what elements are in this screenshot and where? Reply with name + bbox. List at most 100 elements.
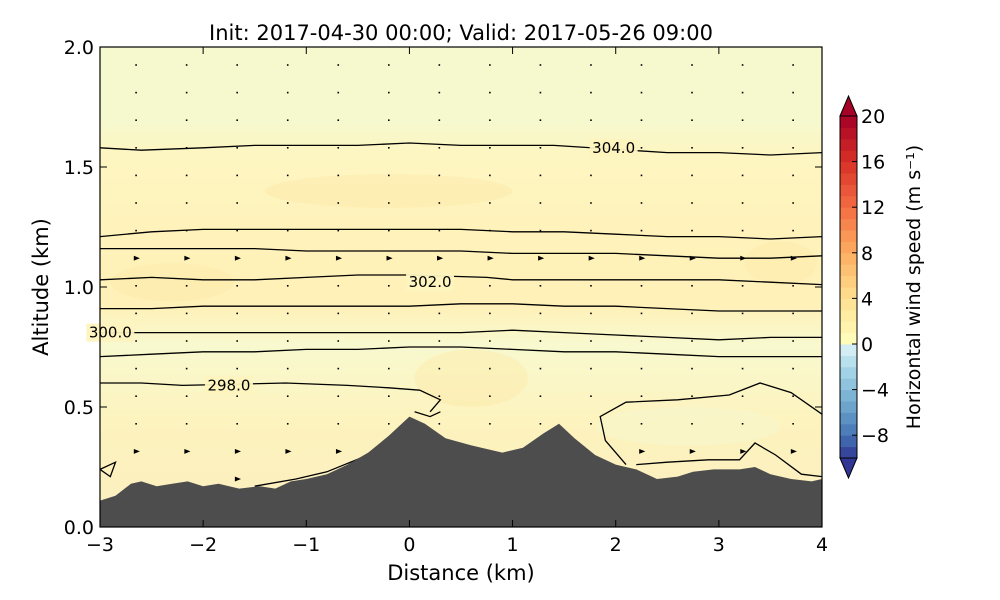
colorbar-segment [840, 252, 857, 265]
colorbar-segment [840, 412, 857, 425]
colorbar-frame [839, 115, 858, 459]
y-tick-label: 2.0 [64, 37, 94, 59]
colorbar-tick-label: 4 [861, 288, 873, 310]
colorbar-segment [840, 344, 857, 356]
contour-label-gap [86, 323, 135, 342]
theta-contour-line [100, 346, 822, 358]
wind-field-patch [595, 407, 781, 446]
colorbar-segment [840, 401, 857, 413]
wind-vector [538, 255, 545, 261]
colorbar-segment [840, 184, 857, 197]
colorbar-segment [840, 321, 857, 334]
contour-label: 298.0 [207, 376, 250, 394]
colorbar-tick-label: 20 [861, 106, 885, 128]
colorbar-segment [840, 275, 857, 288]
colorbar-extend-top [839, 94, 858, 117]
colorbar-segment [840, 378, 857, 391]
wind-field-patches [110, 174, 817, 446]
y-tick-label: 0.0 [64, 517, 94, 539]
theta-contour-line [414, 411, 441, 418]
x-tick-label: 1 [507, 534, 519, 556]
colorbar-tick-label: 0 [861, 334, 873, 356]
colorbar: −8 −4 0 4 8 12 16 20 [839, 94, 889, 480]
plot-area [100, 47, 822, 527]
theta-contour-line [254, 454, 369, 487]
x-tick-label: −3 [86, 534, 114, 556]
colorbar-segment [840, 207, 857, 220]
colorbar-segment [840, 366, 857, 379]
colorbar-segment [840, 241, 857, 254]
wind-vector [285, 448, 292, 454]
colorbar-segment [840, 138, 857, 151]
wind-field-patch [414, 349, 529, 408]
colorbar-tick-label: 16 [861, 152, 885, 174]
theta-contour-line [100, 228, 822, 240]
wind-vector [184, 255, 191, 261]
theta-contour-line [100, 382, 442, 413]
contour-label-gap [204, 376, 253, 395]
y-axis-label: Altitude (km) [29, 218, 53, 356]
colorbar-segment [840, 309, 857, 322]
wind-vector [133, 255, 140, 261]
theta-contour-line [100, 274, 822, 286]
colorbar-segment [840, 173, 857, 185]
wind-vector [437, 255, 444, 261]
colorbar-tick-label: 12 [861, 197, 885, 219]
wind-vector [588, 255, 595, 261]
colorbar-segment [840, 230, 857, 242]
colorbar-segment [840, 161, 857, 174]
theta-contour-line [599, 382, 822, 466]
wind-field-patch [744, 241, 817, 285]
colorbar-segment [840, 423, 857, 436]
colorbar-segment [840, 127, 857, 140]
colorbar-segment [840, 287, 857, 299]
x-tick-label: −2 [189, 534, 217, 556]
colorbar-segment [840, 355, 857, 368]
colorbar-extend-bottom [839, 457, 858, 480]
colorbar-tick-label: −4 [861, 380, 889, 402]
chart-title: Init: 2017-04-30 00:00; Valid: 2017-05-2… [209, 21, 713, 45]
y-axis-ticks: 0.0 0.5 1.0 1.5 2.0 [64, 37, 822, 539]
contour-label-gap [589, 138, 638, 157]
colorbar-segment [840, 264, 857, 277]
wind-vector [740, 448, 747, 454]
x-tick-label: 0 [403, 534, 415, 556]
wind-vector [386, 255, 393, 261]
theta-contour-line [100, 460, 117, 478]
wind-field-patch [110, 263, 235, 302]
colorbar-segment [840, 446, 857, 459]
wind-vector [234, 255, 241, 261]
colorbar-segment [840, 435, 857, 448]
contour-label-gap [406, 273, 455, 292]
contour-label: 302.0 [409, 273, 452, 291]
colorbar-segment [840, 389, 857, 402]
wind-vector [133, 448, 140, 454]
wind-vector [790, 448, 797, 454]
terrain-fill [100, 416, 822, 527]
colorbar-tick-label: −8 [861, 425, 889, 447]
contour-labels: 304.0 302.0 300.0 298.0 [86, 138, 638, 395]
theta-contour-line [100, 247, 822, 259]
colorbar-segment [840, 298, 857, 311]
wind-vector [487, 255, 494, 261]
x-tick-label: 2 [610, 534, 622, 556]
wind-vector [335, 448, 343, 454]
theta-contour-line [636, 442, 822, 478]
x-tick-label: 3 [713, 534, 725, 556]
x-tick-label: −1 [292, 534, 320, 556]
theta-contours [100, 142, 822, 487]
contour-label: 300.0 [89, 324, 132, 342]
x-axis-label: Distance (km) [387, 561, 535, 585]
theta-contour-line [100, 329, 822, 341]
colorbar-segment [840, 150, 857, 163]
wind-vector [639, 448, 646, 454]
wind-vector [689, 448, 696, 454]
wind-vector [234, 448, 241, 454]
colorbar-tick-label: 8 [861, 243, 873, 265]
theta-contour-line [100, 142, 822, 156]
colorbar-segment [840, 116, 857, 128]
wind-field-patch [265, 174, 513, 208]
colorbar-segment [840, 332, 857, 345]
wind-vector [335, 255, 343, 261]
